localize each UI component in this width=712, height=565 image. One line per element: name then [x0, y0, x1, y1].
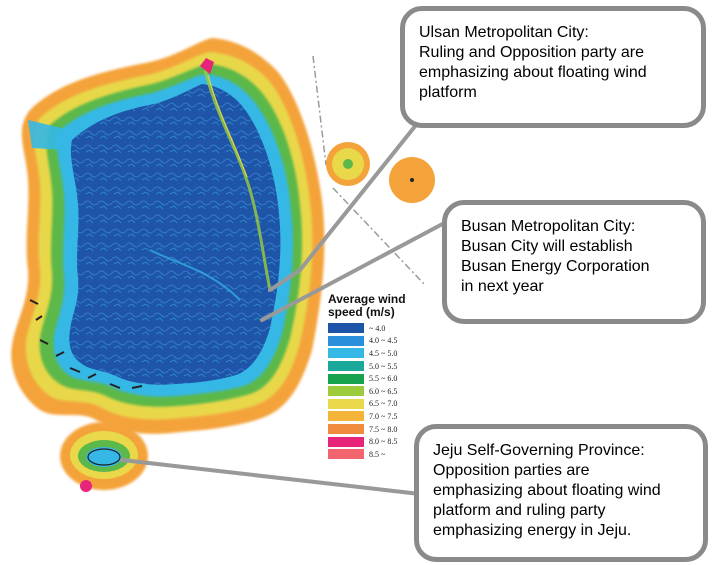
jeju-island: [60, 422, 148, 492]
ridge-line-south: [149, 249, 241, 301]
legend-range-label: 7.0 ~ 7.5: [369, 411, 398, 421]
callout-jeju-line: Jeju Self-Governing Province:: [433, 442, 645, 459]
callout-busan-line: in next year: [461, 278, 544, 295]
legend-range-label: 8.5 ~: [369, 449, 386, 459]
legend-swatch: [328, 323, 364, 334]
legend-item: 7.5 ~ 8.0: [328, 423, 412, 436]
legend-range-label: 5.0 ~ 5.5: [369, 361, 398, 371]
legend-swatch: [328, 449, 364, 460]
ridge-line-east: [203, 69, 272, 291]
callout-ulsan: Ulsan Metropolitan City: Ruling and Oppo…: [400, 6, 706, 128]
legend-item: 4.0 ~ 4.5: [328, 335, 412, 348]
legend-swatch: [328, 398, 364, 409]
legend-rows: ~ 4.0 4.0 ~ 4.5 4.5 ~ 5.0 5.0 ~ 5.5 5.5 ~ 6.…: [328, 322, 412, 461]
legend-swatch: [328, 373, 364, 384]
peninsula-map: [11, 38, 325, 434]
callout-busan-line: Busan Energy Corporation: [461, 258, 650, 275]
jeju-high-wind-spot: [80, 480, 92, 492]
east-sea-islands: [326, 142, 435, 203]
legend-range-label: 6.0 ~ 6.5: [369, 386, 398, 396]
legend-item: 6.0 ~ 6.5: [328, 385, 412, 398]
legend-range-label: 5.5 ~ 6.0: [369, 374, 398, 384]
callout-busan-line: Busan Metropolitan City:: [461, 218, 636, 235]
legend-item: 4.5 ~ 5.0: [328, 347, 412, 360]
north-high-wind-tip: [200, 58, 214, 74]
callout-ulsan-line: emphasizing about floating wind: [419, 64, 647, 81]
legend-item: 5.0 ~ 5.5: [328, 360, 412, 373]
ulsan-leader-line: [268, 118, 422, 292]
jeju-leader-line: [120, 458, 422, 496]
busan-leader-line: [260, 218, 452, 322]
callout-busan-line: Busan City will establish: [461, 238, 633, 255]
south-coast-islands: [29, 299, 143, 389]
wind-speed-legend: Average wind speed (m/s) ~ 4.0 4.0 ~ 4.5 4…: [328, 293, 412, 461]
legend-swatch: [328, 411, 364, 422]
legend-swatch: [328, 335, 364, 346]
callout-busan: Busan Metropolitan City: Busan City will…: [442, 200, 706, 324]
legend-item: 6.5 ~ 7.0: [328, 398, 412, 411]
ridge-line-east-inner: [207, 74, 248, 178]
legend-title-line2: speed (m/s): [328, 305, 395, 319]
callout-jeju-line: Opposition parties are: [433, 462, 590, 479]
callout-ulsan-line: Ruling and Opposition party are: [419, 44, 645, 61]
legend-title-line1: Average wind: [328, 292, 406, 306]
sea-boundary-lines: [312, 55, 426, 286]
legend-item: 7.0 ~ 7.5: [328, 410, 412, 423]
callout-leader-lines: [120, 118, 452, 496]
legend-item: 8.5 ~: [328, 448, 412, 461]
legend-range-label: ~ 4.0: [369, 323, 386, 333]
legend-item: 8.0 ~ 8.5: [328, 435, 412, 448]
legend-range-label: 8.0 ~ 8.5: [369, 437, 398, 447]
callout-ulsan-line: platform: [419, 84, 477, 101]
legend-range-label: 4.0 ~ 4.5: [369, 336, 398, 346]
legend-item: 5.5 ~ 6.0: [328, 372, 412, 385]
legend-swatch: [328, 348, 364, 359]
callout-jeju-line: platform and ruling party: [433, 502, 606, 519]
callout-jeju-line: emphasizing energy in Jeju.: [433, 522, 632, 539]
callout-jeju: Jeju Self-Governing Province: Opposition…: [414, 424, 708, 562]
legend-range-label: 4.5 ~ 5.0: [369, 348, 398, 358]
west-coast-cyan-wedge: [28, 120, 70, 150]
callout-jeju-line: emphasizing about floating wind: [433, 482, 661, 499]
legend-swatch: [328, 436, 364, 447]
inland-low-wind-zone: [69, 84, 281, 385]
legend-range-label: 6.5 ~ 7.0: [369, 399, 398, 409]
legend-range-label: 7.5 ~ 8.0: [369, 424, 398, 434]
legend-swatch: [328, 361, 364, 372]
legend-item: ~ 4.0: [328, 322, 412, 335]
callout-ulsan-line: Ulsan Metropolitan City:: [419, 24, 589, 41]
legend-swatch: [328, 424, 364, 435]
legend-swatch: [328, 386, 364, 397]
